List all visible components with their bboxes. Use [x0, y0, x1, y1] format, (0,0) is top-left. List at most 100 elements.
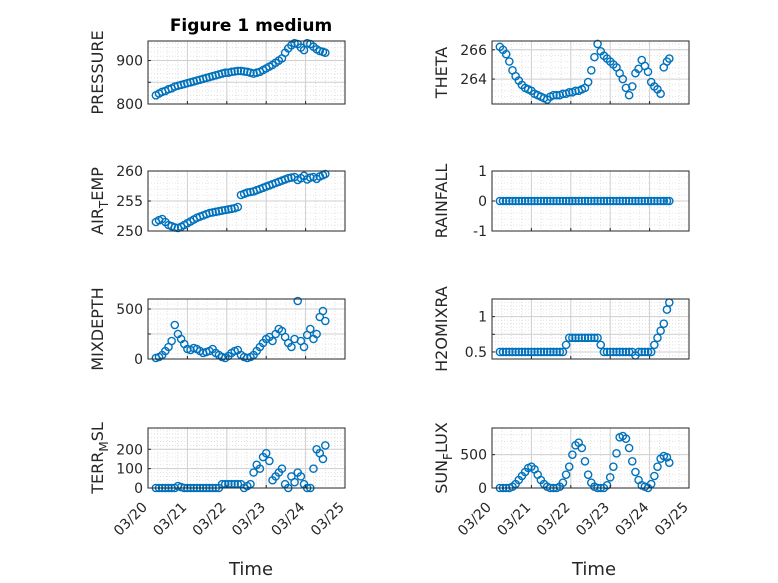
- data-point: [227, 67, 236, 77]
- data-point: [634, 347, 643, 357]
- x-tick-label: 03/24: [613, 499, 653, 539]
- data-point: [659, 319, 669, 329]
- data-point: [564, 196, 574, 206]
- data-point: [605, 196, 615, 206]
- data-point: [624, 443, 634, 453]
- data-point: [659, 196, 669, 206]
- data-point: [242, 188, 252, 197]
- data-point: [653, 333, 662, 343]
- data-point: [602, 196, 612, 206]
- data-point: [627, 82, 637, 91]
- data-point: [571, 333, 580, 343]
- data-point: [261, 448, 271, 458]
- y-tick-label: 800: [116, 97, 143, 113]
- panel-3: 250 255 260 AIRTEMP: [88, 164, 346, 240]
- data-point: [495, 196, 505, 206]
- y-axis-label: THETA: [432, 47, 451, 99]
- data-point: [552, 347, 561, 357]
- data-point: [546, 196, 555, 206]
- y-tick-label: 255: [116, 194, 143, 210]
- data-point: [605, 347, 615, 357]
- x-tick-label: 03/22: [534, 500, 574, 540]
- data-point: [640, 347, 650, 357]
- axes-box: [491, 40, 690, 105]
- data-point: [552, 196, 561, 206]
- x-axis-label-right: Time: [571, 559, 616, 580]
- data-point: [564, 333, 574, 343]
- x-tick-label: 03/24: [269, 499, 309, 539]
- data-point: [631, 196, 640, 206]
- data-point: [561, 196, 571, 206]
- data-point: [596, 340, 606, 350]
- data-point: [508, 347, 517, 357]
- y-axis-label: MIXDEPTH: [88, 287, 107, 370]
- y-tick-label: 500: [116, 302, 143, 318]
- data-point: [236, 66, 246, 76]
- data-point: [580, 196, 590, 206]
- data-point: [627, 196, 637, 206]
- data-point: [224, 205, 233, 214]
- data-point: [602, 347, 612, 357]
- y-axis-label: SUNFLUX: [432, 422, 455, 494]
- data-point: [574, 333, 583, 343]
- data-point: [558, 196, 568, 206]
- data-point: [555, 196, 565, 206]
- data-point: [505, 57, 514, 66]
- data-point: [505, 347, 514, 357]
- x-tick-label: 03/20: [111, 500, 151, 540]
- data-point: [577, 333, 587, 343]
- panel-4: -1 0 1 RAINFALL: [432, 164, 690, 240]
- data-point: [609, 347, 618, 357]
- x-tick-label: 03/20: [455, 500, 495, 540]
- data-point: [511, 347, 520, 357]
- data-point: [665, 458, 674, 467]
- data-point: [296, 472, 306, 481]
- data-point: [615, 196, 624, 206]
- data-point: [501, 196, 511, 206]
- data-point: [590, 196, 599, 206]
- axes-box: [147, 298, 346, 360]
- data-point: [514, 347, 524, 357]
- data-point: [650, 471, 659, 481]
- data-point: [217, 206, 227, 215]
- data-point: [662, 196, 672, 206]
- data-point: [653, 196, 662, 206]
- data-point: [533, 196, 543, 206]
- data-point: [612, 347, 621, 357]
- data-point: [605, 473, 615, 482]
- data-point: [571, 196, 580, 206]
- data-point: [290, 477, 299, 487]
- y-tick-label: 260: [116, 164, 143, 180]
- data-point: [287, 342, 296, 352]
- data-point: [233, 202, 243, 212]
- data-point: [293, 296, 303, 306]
- data-point: [539, 196, 549, 206]
- data-point: [498, 196, 508, 206]
- data-point: [624, 347, 634, 357]
- data-point: [530, 196, 539, 206]
- data-point: [599, 347, 609, 357]
- panel-8: 0 500 03/20 03/21 03/22 03/23 03/24 03/25 SUNFLU…: [432, 422, 692, 539]
- data-point: [586, 66, 596, 75]
- data-point: [643, 67, 653, 77]
- data-point: [542, 347, 552, 357]
- data-point: [549, 90, 558, 100]
- data-point: [599, 196, 609, 206]
- x-tick-label: 03/22: [190, 500, 230, 540]
- data-point: [306, 324, 315, 334]
- panel-5: 0 500 MIXDEPTH: [88, 287, 346, 371]
- data-point: [621, 434, 631, 443]
- data-point: [624, 196, 634, 206]
- panel-1: 800 900 PRESSURE: [88, 30, 346, 115]
- y-axis-label: RAINFALL: [432, 164, 451, 239]
- data-point: [631, 467, 640, 477]
- data-point: [568, 333, 577, 343]
- y-axis-label: PRESSURE: [88, 30, 107, 114]
- data-point: [624, 90, 634, 100]
- data-point: [249, 468, 258, 477]
- data-point: [527, 196, 536, 206]
- data-point: [609, 462, 618, 471]
- data-point: [615, 347, 624, 357]
- data-point: [618, 196, 628, 206]
- x-tick-label: 03/25: [308, 500, 348, 540]
